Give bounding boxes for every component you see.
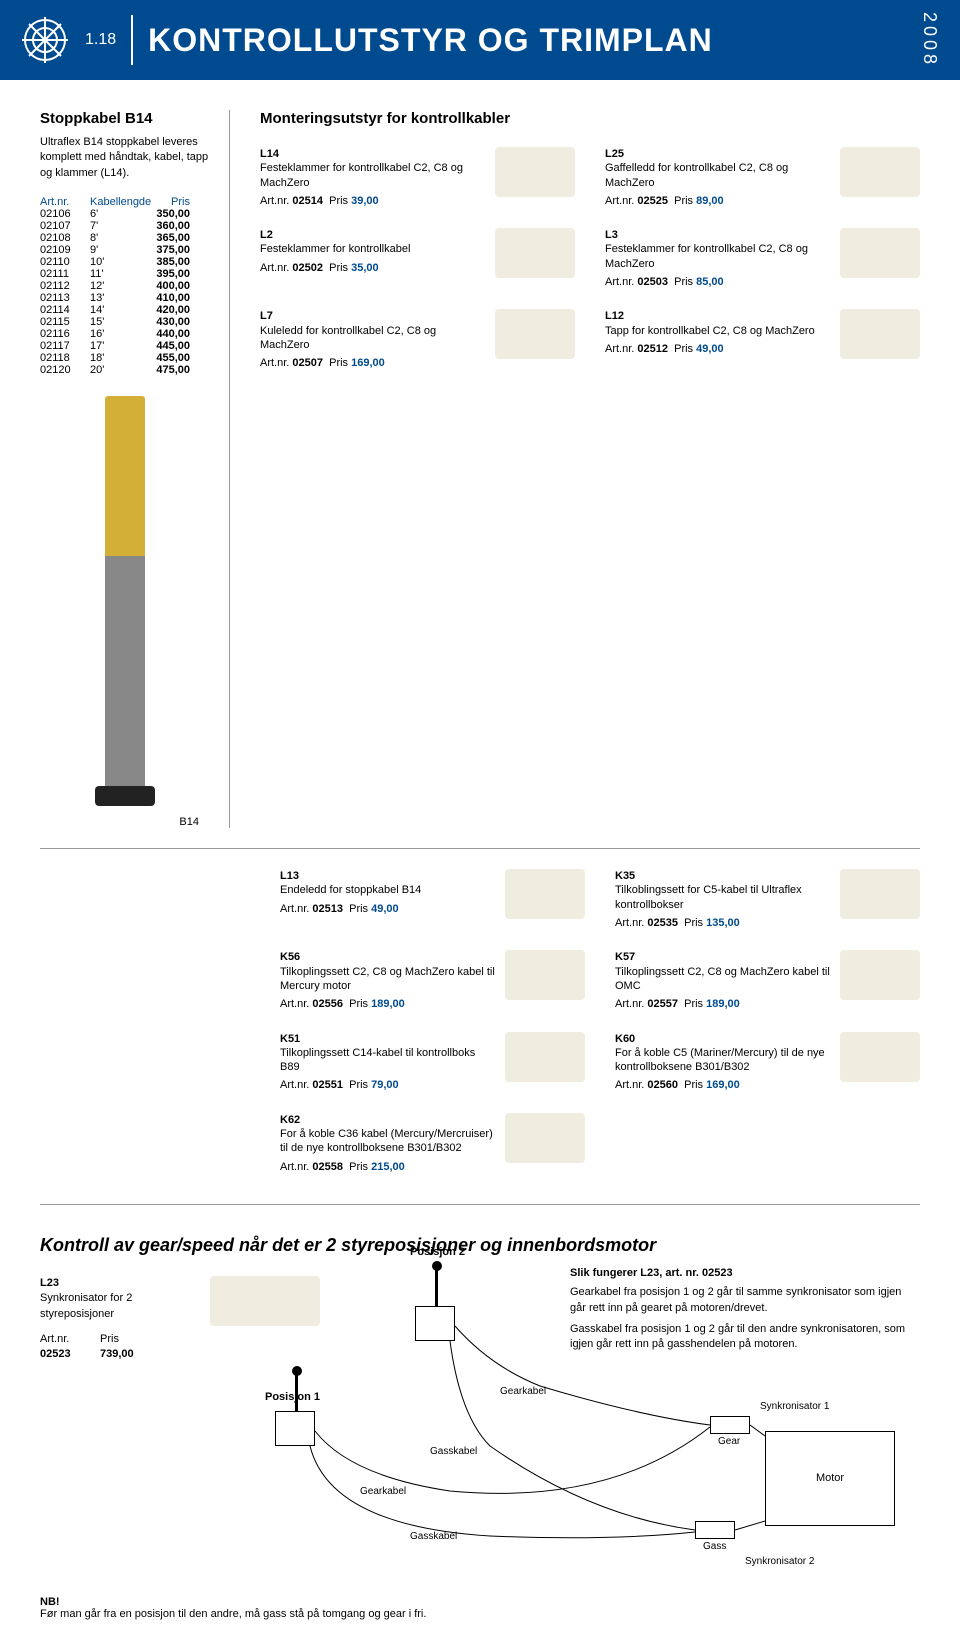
product-image [840,1032,920,1082]
item-desc: For å koble C5 (Mariner/Mercury) til de … [615,1047,825,1073]
header-divider [131,15,133,65]
product-image [495,309,575,359]
item-code: L3 [605,228,830,242]
sync-box-1 [710,1416,750,1434]
item-desc: Tilkoblingssett for C5-kabel til Ultrafl… [615,884,802,910]
sync-diagram: Posisjon 2 Posisjon 1 Motor Gearkabel Ga… [210,1276,920,1576]
product-image [840,869,920,919]
section2-title: Kontroll av gear/speed når det er 2 styr… [40,1235,920,1256]
product-image [505,1032,585,1082]
product-item: K35Tilkoblingssett for C5-kabel til Ultr… [615,869,920,930]
table-header: Art.nr. Kabellengde Pris [40,196,209,208]
item-code: L12 [605,309,830,323]
item-code: L2 [260,228,485,242]
nb-note: NB! Før man går fra en posisjon til den … [40,1596,920,1620]
product-item: L2Festeklammer for kontrollkabelArt.nr. … [260,228,575,289]
table-row: 021099'375,00 [40,244,209,256]
product-item: K56 Tilkoplingssett C2, C8 og MachZero ka… [280,950,585,1011]
table-row: 0211717'445,00 [40,340,209,352]
l23-code: L23 [40,1276,190,1291]
mount-title: Monteringsutstyr for kontrollkabler [260,110,920,127]
pos1-label: Posisjon 1 [265,1391,320,1403]
table-row: 0211414'420,00 [40,304,209,316]
table-row: 0211212'400,00 [40,280,209,292]
item-code: K35 [615,869,830,883]
item-code: L13 [280,869,495,883]
product-image [505,869,585,919]
stoppkabel-desc: Ultraflex B14 stoppkabel leveres komplet… [40,135,209,181]
product-image [840,309,920,359]
table-row: 021077'360,00 [40,220,209,232]
item-desc: Kuleledd for kontrollkabel C2, C8 og Mac… [260,325,436,351]
product-item: L25Gaffelledd for kontrollkabel C2, C8 o… [605,147,920,208]
item-desc: Tilkoplingssett C2, C8 og MachZero kabel… [280,966,495,992]
product-item: K51Tilkoplingssett C14-kabel til kontrol… [280,1032,585,1093]
product-image [840,228,920,278]
table-row: 021066'350,00 [40,208,209,220]
item-code: K51 [280,1032,495,1046]
lever-pos2 [435,1266,438,1306]
cable-product-image [105,396,145,796]
product-item: L13Endeledd for stoppkabel B14Art.nr. 02… [280,869,585,930]
table-row: 0211818'455,00 [40,352,209,364]
table-row: 0212020'475,00 [40,364,209,376]
product-image [495,228,575,278]
table-row: 0211111'395,00 [40,268,209,280]
product-image [505,950,585,1000]
product-image [505,1113,585,1163]
stoppkabel-title: Stoppkabel B14 [40,110,209,127]
item-code: L7 [260,309,485,323]
item-desc: For å koble C36 kabel (Mercury/Mercruise… [280,1128,493,1154]
pos2-label: Posisjon 2 [410,1246,465,1258]
item-code: K62 [280,1113,495,1127]
page-number: 1.18 [85,31,116,49]
product-image [840,950,920,1000]
item-desc: Festeklammer for kontrollkabel C2, C8 og… [260,162,463,188]
motor-box: Motor [765,1431,895,1526]
product-item: L14Festeklammer for kontrollkabel C2, C8… [260,147,575,208]
table-row: 0211313'410,00 [40,292,209,304]
item-code: L14 [260,147,485,161]
year-label: 2008 [919,12,940,68]
product-item: K62For å koble C36 kabel (Mercury/Mercru… [280,1113,585,1174]
product-image [495,147,575,197]
product-image [840,147,920,197]
right-column: Monteringsutstyr for kontrollkabler L14F… [260,110,920,828]
section-divider [40,848,920,849]
sync-box-2 [695,1521,735,1539]
item-desc: Endeledd for stoppkabel B14 [280,884,421,896]
product-item: K57 Tilkoplingssett C2, C8 og MachZero ka… [615,950,920,1011]
price-table: Art.nr. Kabellengde Pris 021066'350,0002… [40,196,209,376]
item-desc: Tapp for kontrollkabel C2, C8 og MachZer… [605,325,815,337]
item-code: K60 [615,1032,830,1046]
item-code: L25 [605,147,830,161]
control-box-1 [275,1411,315,1446]
product-item: L12 Tapp for kontrollkabel C2, C8 og Mach… [605,309,920,370]
product-item: L3Festeklammer for kontrollkabel C2, C8 … [605,228,920,289]
section-divider [40,1204,920,1205]
product-item: K60For å koble C5 (Mariner/Mercury) til … [615,1032,920,1093]
table-row: 0211010'385,00 [40,256,209,268]
product-item: L7 Kuleledd for kontrollkabel C2, C8 og M… [260,309,575,370]
table-row: 0211616'440,00 [40,328,209,340]
item-code: K57 [615,950,830,964]
l23-section: L23 Synkronisator for 2 styreposisjoner … [40,1276,920,1576]
page-header: 1.18 KONTROLLUTSTYR OG TRIMPLAN 2008 [0,0,960,80]
item-code: K56 [280,950,495,964]
item-desc: Festeklammer for kontrollkabel C2, C8 og… [605,243,808,269]
l23-desc: Synkronisator for 2 styreposisjoner [40,1292,132,1319]
item-desc: Gaffelledd for kontrollkabel C2, C8 og M… [605,162,788,188]
table-row: 0211515'430,00 [40,316,209,328]
page-title: KONTROLLUTSTYR OG TRIMPLAN [148,22,919,59]
left-column: Stoppkabel B14 Ultraflex B14 stoppkabel … [40,110,230,828]
item-desc: Festeklammer for kontrollkabel [260,243,410,255]
item-desc: Tilkoplingssett C2, C8 og MachZero kabel… [615,966,830,992]
table-row: 021088'365,00 [40,232,209,244]
ship-wheel-icon [20,15,70,65]
b14-caption: B14 [40,816,209,828]
control-box-2 [415,1306,455,1341]
explain-block: Slik fungerer L23, art. nr. 02523 Gearka… [570,1266,910,1353]
l23-product-image [210,1276,320,1326]
item-desc: Tilkoplingssett C14-kabel til kontrollbo… [280,1047,475,1073]
